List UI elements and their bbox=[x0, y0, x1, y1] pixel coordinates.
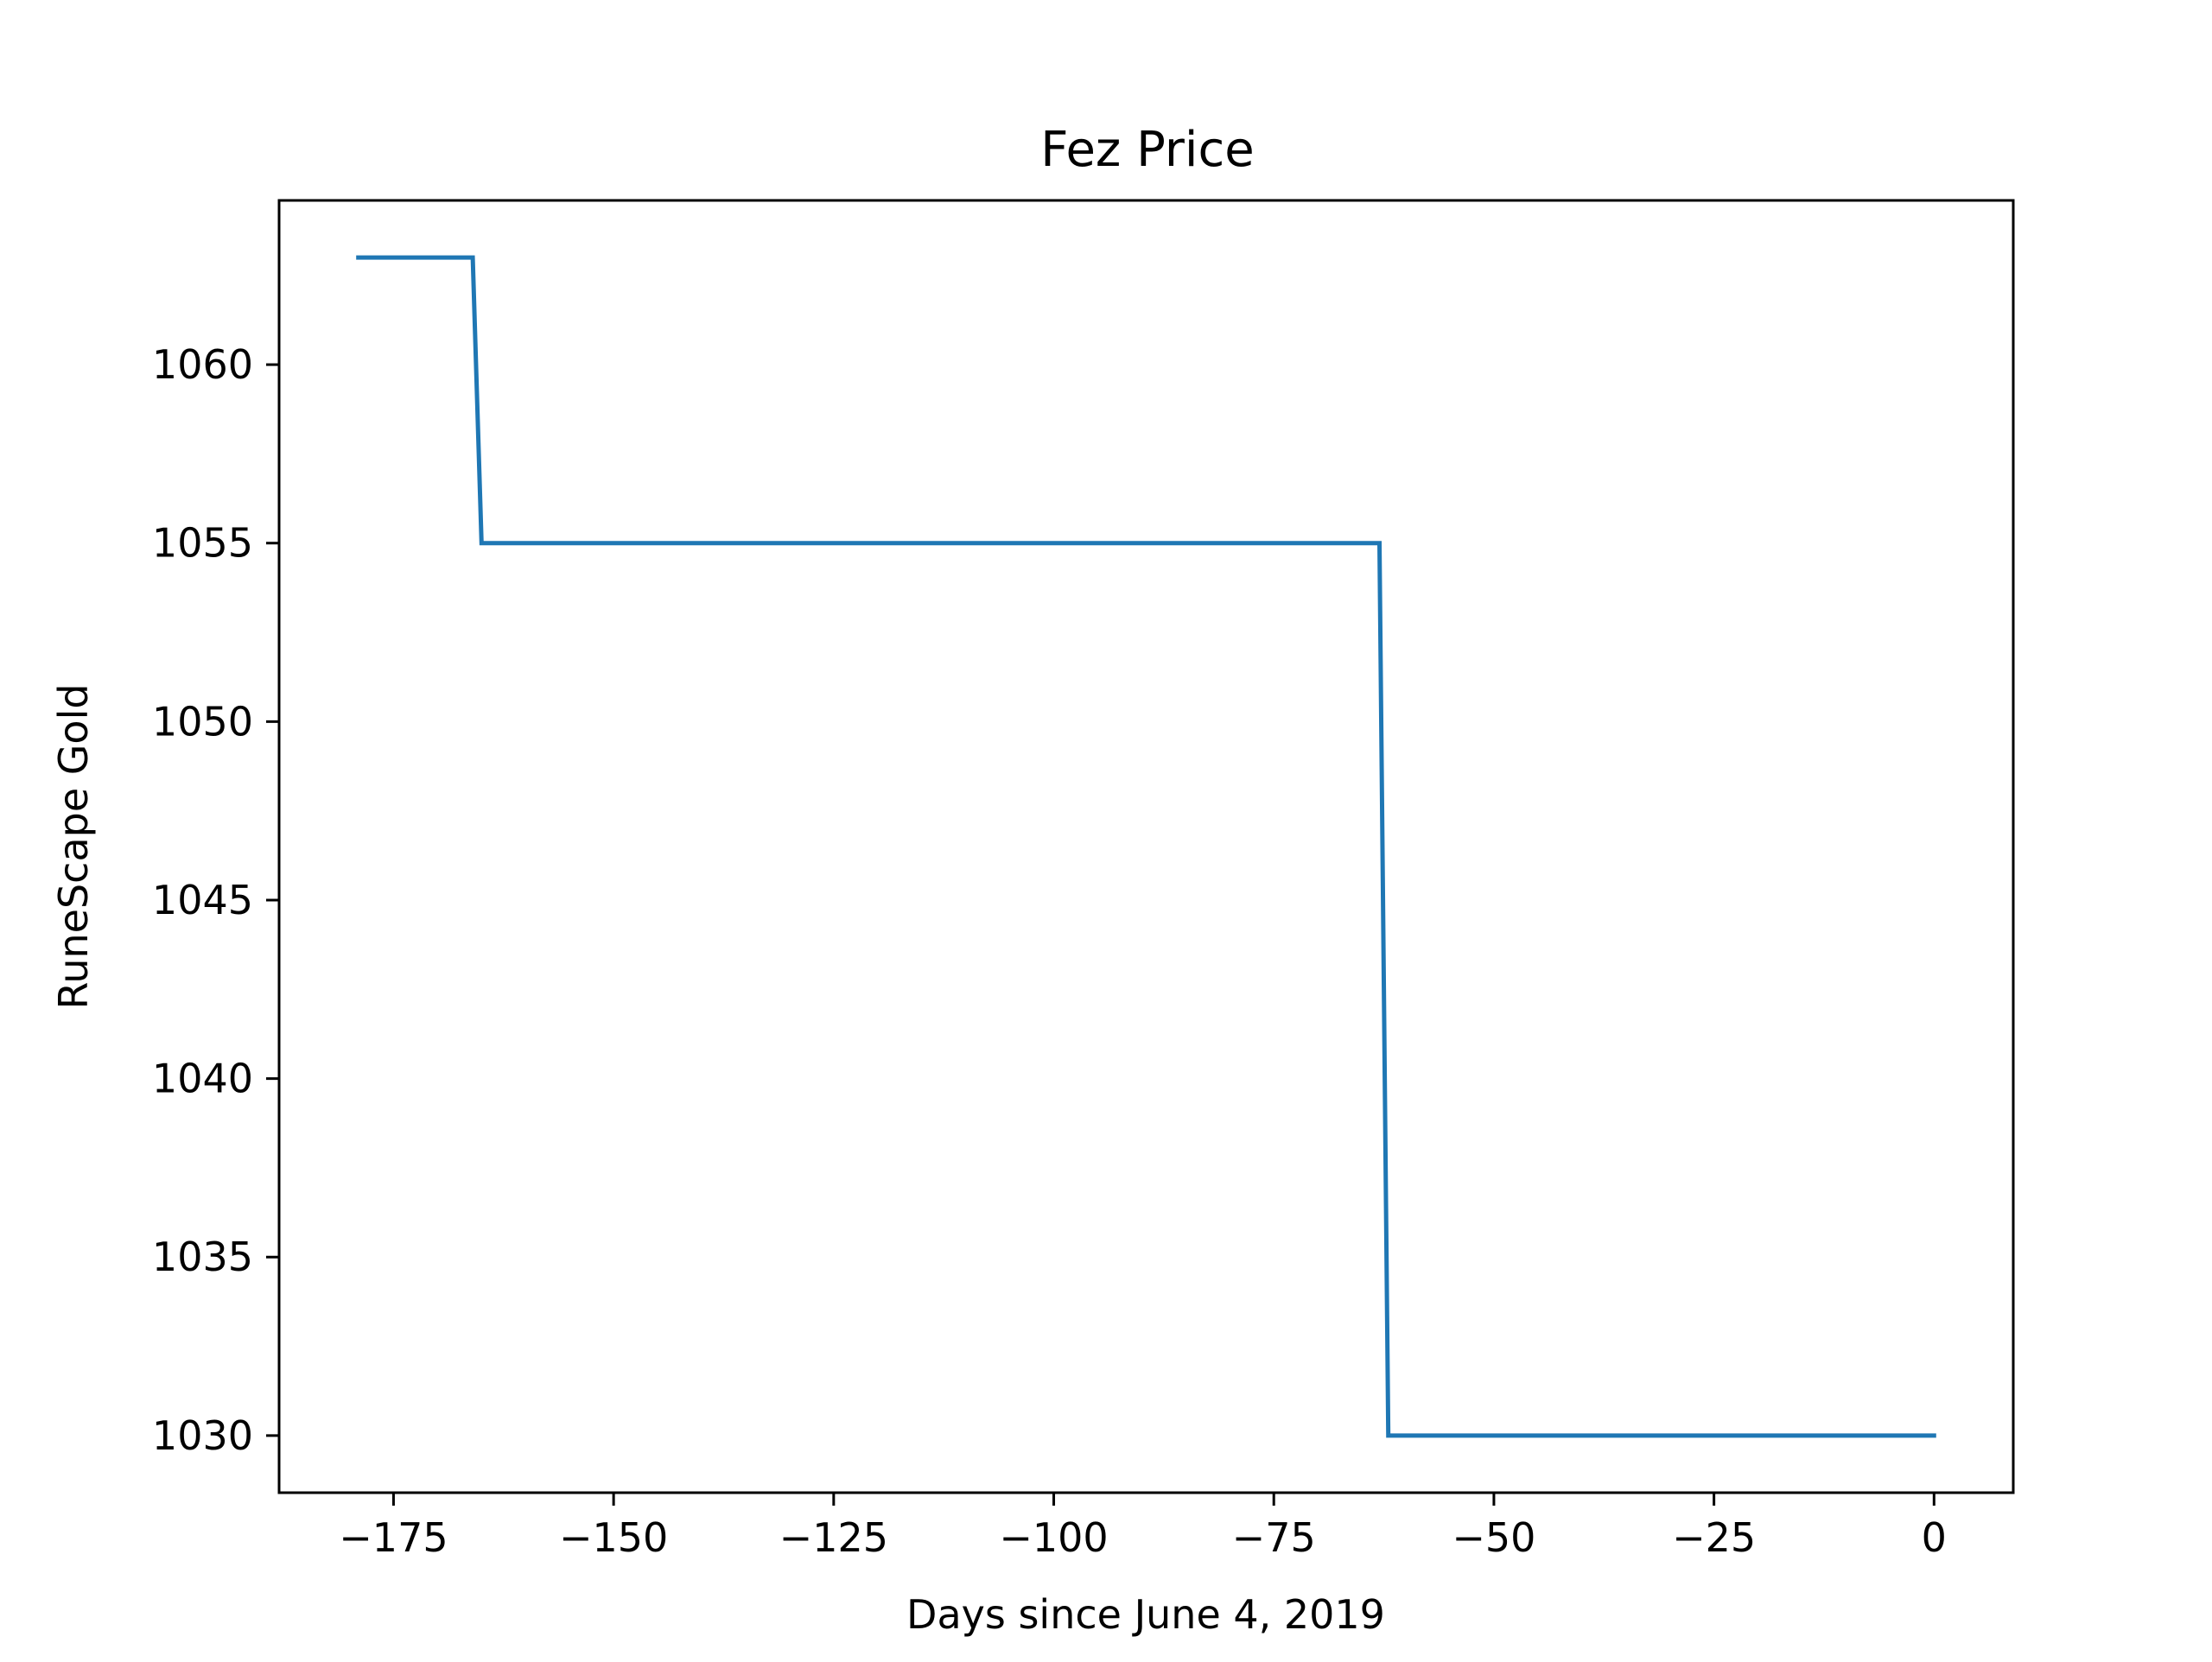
x-tick-label: −50 bbox=[1452, 1514, 1535, 1561]
x-tick-label: −100 bbox=[999, 1514, 1108, 1561]
y-tick-label: 1035 bbox=[152, 1234, 253, 1280]
x-tick-label: −75 bbox=[1232, 1514, 1316, 1561]
y-axis-label: RuneScape Gold bbox=[50, 683, 97, 1009]
x-tick-label: −125 bbox=[779, 1514, 888, 1561]
y-tick-label: 1060 bbox=[152, 341, 253, 388]
plot-area-frame bbox=[277, 199, 2015, 1494]
axes-layer: −175 −150 −125 −100 −75 −50 −25 0 1030 1035 1040 10… bbox=[152, 341, 1947, 1561]
y-tick-label: 1045 bbox=[152, 877, 253, 923]
series-layer bbox=[356, 255, 1936, 1438]
x-tick-label: −175 bbox=[339, 1514, 448, 1561]
y-tick-label: 1050 bbox=[152, 698, 253, 745]
y-tick-label: 1040 bbox=[152, 1056, 253, 1102]
x-tick-label: 0 bbox=[1922, 1514, 1947, 1561]
y-tick-label: 1030 bbox=[152, 1412, 253, 1459]
x-tick-label: −150 bbox=[559, 1514, 668, 1561]
x-tick-label: −25 bbox=[1672, 1514, 1756, 1561]
y-tick-label: 1055 bbox=[152, 520, 253, 567]
x-axis-label: Days since June 4, 2019 bbox=[906, 1591, 1385, 1638]
series-line-1 bbox=[356, 255, 1936, 1438]
chart-title: Fez Price bbox=[1040, 122, 1254, 178]
